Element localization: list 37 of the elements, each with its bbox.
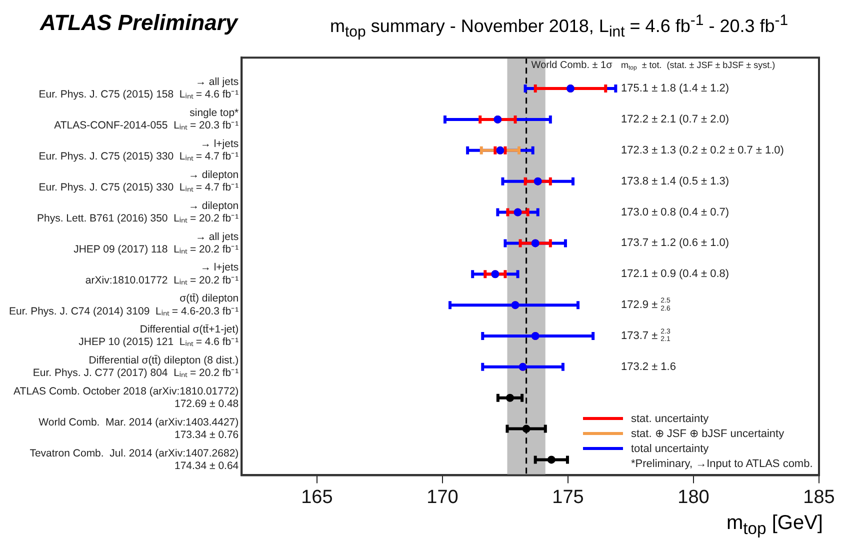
- y-tick-label: → dilepton Phys. Lett. B761 (2016) 350 Lᵢₙₜ = 20.2 fb⁻¹: [37, 200, 240, 224]
- annotation: 175.1 ± 1.8 (1.4 ± 1.2): [621, 82, 730, 95]
- y-tick-label: Differential σ(tt̄) dilepton (8 dist.) Eur. Phys. J. C77 (2017) 804 Lᵢₙₜ = 20.2 fb⁻¹: [32, 354, 240, 380]
- chart-title: ATLAS Preliminary: [40, 10, 238, 36]
- point: [506, 394, 514, 402]
- legend-label: stat. ⊕ JSF ⊕ bJSF uncertainty: [631, 427, 784, 440]
- y-tick-label: → l+jets arXiv:1810.01772 Lᵢₙₜ = 20.2 fb⁻¹: [85, 262, 240, 286]
- y-tick-label: Differential σ(tt̄+1-jet) JHEP 10 (2015) 121 Lᵢₙₜ = 4.6 fb⁻¹: [78, 324, 240, 348]
- y-tick-label: → l+jets Eur. Phys. J. C75 (2015) 330 Lᵢₙₜ = 4.7 fb⁻¹: [38, 138, 240, 163]
- annotation: 172.3 ± 1.3 (0.2 ± 0.2 ± 0.7 ± 1.0): [621, 144, 784, 156]
- point: [547, 456, 556, 464]
- legend-label: stat. uncertainty: [631, 412, 709, 425]
- x-tick-label: 175: [552, 486, 584, 508]
- annotation: 173.7 ± 1.2 (0.6 ± 1.0): [621, 237, 730, 250]
- annotation: 173.8 ± 1.4 (0.5 ± 1.3): [621, 175, 730, 188]
- ref-line-label: World Comb. ± 1σ: [531, 60, 614, 72]
- annotation: *Preliminary, →Input to ATLAS comb.: [631, 458, 813, 470]
- y-tick-label: σ(tt̄) dilepton Eur. Phys. J. C74 (2014) 3109 Lᵢₙₜ = 4.6-20.3 fb⁻¹: [9, 292, 240, 318]
- annotation: 173.2 ± 1.6: [621, 360, 676, 373]
- annotation: 172.2 ± 2.1 (0.7 ± 2.0): [621, 114, 730, 126]
- annotation: 172.1 ± 0.9 (0.4 ± 0.8): [621, 268, 730, 280]
- y-tick-label: World Comb. Mar. 2014 (arXiv:1403.4427) 173.34 ± 0.76: [38, 416, 239, 441]
- y-tick-label: → all jets Eur. Phys. J. C75 (2015) 158 Lᵢₙₜ = 4.6 fb⁻¹: [38, 76, 240, 101]
- point: [522, 424, 530, 433]
- annotation: 173.0 ± 0.8 (0.4 ± 0.7): [621, 206, 730, 218]
- chart-subtitle: m$_{top}$ summary - November 2018, L$_{int}$ = 4.6 fb$^{-1}$ - 20.3 fb$^{-1}$: [330, 12, 788, 41]
- y-tick-label: single top* ATLAS-CONF-2014-055 Lᵢₙₜ = 20.3 fb⁻¹: [54, 107, 240, 132]
- x-tick-label: 170: [426, 486, 458, 508]
- y-tick-label: ATLAS Comb. October 2018 (arXiv:1810.01772) 172.69 ± 0.48: [14, 385, 239, 410]
- y-tick-label: Tevatron Comb. Jul. 2014 (arXiv:1407.2682) 174.34 ± 0.64: [30, 447, 239, 472]
- legend-label: total uncertainty: [631, 442, 709, 455]
- y-tick-label: → all jets JHEP 09 (2017) 118 Lᵢₙₜ = 20.2 fb⁻¹: [74, 230, 240, 256]
- x-tick-label: 165: [301, 486, 333, 508]
- x-axis-title: m$_{top}$ [GeV]: [726, 512, 823, 539]
- x-tick-label: 185: [803, 486, 835, 508]
- x-tick-label: 180: [678, 486, 710, 508]
- y-tick-label: → dilepton Eur. Phys. J. C75 (2015) 330 Lᵢₙₜ = 4.7 fb⁻¹: [38, 168, 240, 194]
